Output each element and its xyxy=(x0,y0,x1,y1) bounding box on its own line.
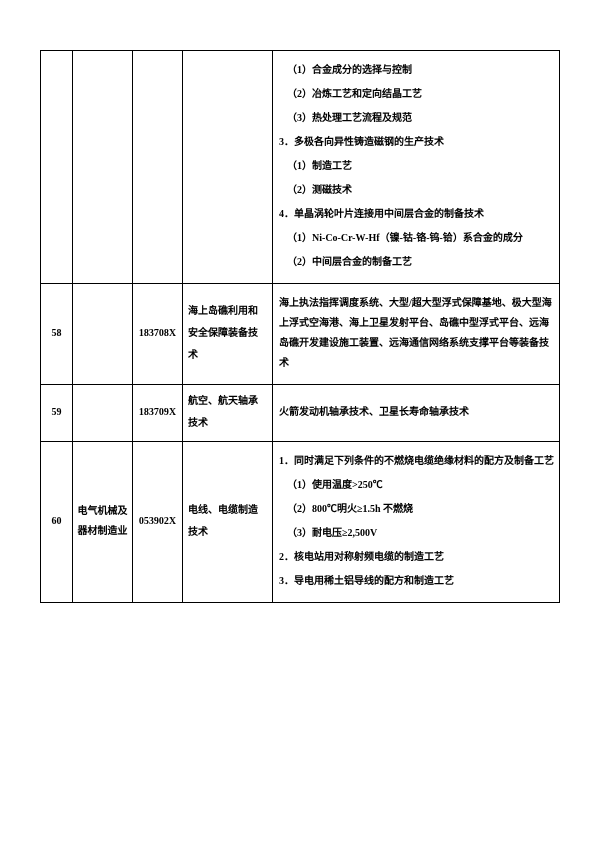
desc-line: （2）中间层合金的制备工艺 xyxy=(279,253,555,273)
cell-num: 59 xyxy=(41,385,73,442)
cell-description: 海上执法指挥调度系统、大型/超大型浮式保障基地、极大型海上浮式空海港、海上卫星发… xyxy=(273,284,560,385)
cell-category xyxy=(73,284,133,385)
desc-line: 火箭发动机轴承技术、卫星长寿命轴承技术 xyxy=(279,403,555,423)
cell-num xyxy=(41,51,73,284)
cell-description: 火箭发动机轴承技术、卫星长寿命轴承技术 xyxy=(273,385,560,442)
cell-name: 电线、电缆制造技术 xyxy=(183,442,273,603)
desc-line: （2）冶炼工艺和定向结晶工艺 xyxy=(279,85,555,105)
desc-line: （1）合金成分的选择与控制 xyxy=(279,61,555,81)
cell-category xyxy=(73,385,133,442)
desc-line: （3）热处理工艺流程及规范 xyxy=(279,109,555,129)
desc-line: 海上执法指挥调度系统、大型/超大型浮式保障基地、极大型海上浮式空海港、海上卫星发… xyxy=(279,294,555,374)
cell-description: （1）合金成分的选择与控制 （2）冶炼工艺和定向结晶工艺 （3）热处理工艺流程及规范… xyxy=(273,51,560,284)
desc-line: （1）Ni-Co-Cr-W-Hf（镍-钴-铬-钨-铪）系合金的成分 xyxy=(279,229,555,249)
cell-code: 183709X xyxy=(133,385,183,442)
cell-code xyxy=(133,51,183,284)
cell-name: 航空、航天轴承技术 xyxy=(183,385,273,442)
desc-line: 4．单晶涡轮叶片连接用中间层合金的制备技术 xyxy=(279,205,555,225)
table-row: （1）合金成分的选择与控制 （2）冶炼工艺和定向结晶工艺 （3）热处理工艺流程及规范… xyxy=(41,51,560,284)
cell-description: 1．同时满足下列条件的不燃烧电缆绝缘材料的配方及制备工艺 （1）使用温度>250℃… xyxy=(273,442,560,603)
cell-code: 053902X xyxy=(133,442,183,603)
cell-code: 183708X xyxy=(133,284,183,385)
cell-name xyxy=(183,51,273,284)
desc-line: （3）耐电压≥2,500V xyxy=(279,524,555,544)
table-row: 59 183709X航空、航天轴承技术火箭发动机轴承技术、卫星长寿命轴承技术 xyxy=(41,385,560,442)
cell-category xyxy=(73,51,133,284)
desc-line: 3．多极各向异性铸造磁钢的生产技术 xyxy=(279,133,555,153)
tech-table: （1）合金成分的选择与控制 （2）冶炼工艺和定向结晶工艺 （3）热处理工艺流程及规范… xyxy=(40,50,560,603)
document-page: （1）合金成分的选择与控制 （2）冶炼工艺和定向结晶工艺 （3）热处理工艺流程及规范… xyxy=(0,0,600,643)
desc-line: 2．核电站用对称射频电缆的制造工艺 xyxy=(279,548,555,568)
cell-name: 海上岛礁利用和安全保障装备技术 xyxy=(183,284,273,385)
cell-num: 58 xyxy=(41,284,73,385)
table-row: 58 183708X海上岛礁利用和安全保障装备技术海上执法指挥调度系统、大型/超大… xyxy=(41,284,560,385)
cell-num: 60 xyxy=(41,442,73,603)
table-row: 60电气机械及器材制造业053902X电线、电缆制造技术1．同时满足下列条件的不… xyxy=(41,442,560,603)
desc-line: （2）800℃明火≥1.5h 不燃烧 xyxy=(279,500,555,520)
desc-line: （1）制造工艺 xyxy=(279,157,555,177)
desc-line: 1．同时满足下列条件的不燃烧电缆绝缘材料的配方及制备工艺 xyxy=(279,452,555,472)
desc-line: （2）测磁技术 xyxy=(279,181,555,201)
desc-line: （1）使用温度>250℃ xyxy=(279,476,555,496)
desc-line: 3．导电用稀土铝导线的配方和制造工艺 xyxy=(279,572,555,592)
cell-category: 电气机械及器材制造业 xyxy=(73,442,133,603)
